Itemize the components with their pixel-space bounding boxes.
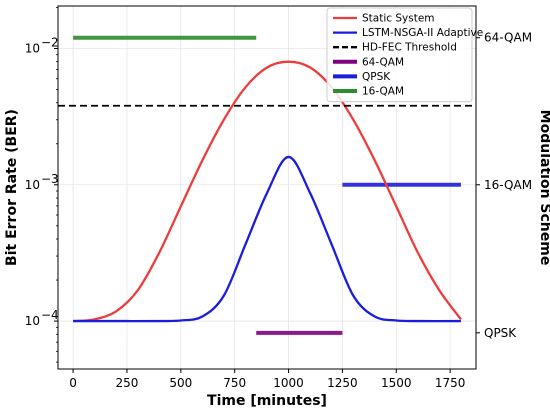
x-tick-label: 500 bbox=[169, 376, 192, 390]
y-tick-label: 10 bbox=[25, 178, 40, 192]
y2-tick-label: QPSK bbox=[484, 326, 517, 340]
x-tick-label: 1000 bbox=[273, 376, 304, 390]
y-tick-exponent: −2 bbox=[41, 35, 59, 49]
plot-frame bbox=[57, 5, 477, 370]
x-tick-label: 250 bbox=[115, 376, 138, 390]
legend-label: LSTM-NSGA-II Adaptive bbox=[362, 27, 483, 39]
x-tick-label: 1750 bbox=[435, 376, 466, 390]
legend-box bbox=[326, 7, 473, 103]
y-axis-ber: 10−410−310−2 bbox=[25, 7, 59, 363]
y-tick-label: 10 bbox=[25, 41, 40, 55]
x-tick-label: 1250 bbox=[327, 376, 358, 390]
legend-label: 64-QAM bbox=[362, 56, 404, 68]
legend-label: 16-QAM bbox=[362, 86, 404, 98]
y-tick-exponent: −4 bbox=[41, 308, 59, 322]
y2-tick-label: 64-QAM bbox=[484, 31, 532, 45]
y2-tick-label: 16-QAM bbox=[484, 178, 532, 192]
x-axis-label: Time [minutes] bbox=[207, 393, 327, 409]
y-axis-modulation: QPSK 16-QAM 64-QAM bbox=[476, 31, 532, 340]
legend: Static System LSTM-NSGA-II Adaptive HD-FEC… bbox=[326, 7, 483, 103]
y-tick-label: 10 bbox=[25, 314, 40, 328]
data-layer bbox=[58, 35, 476, 335]
legend-label: Static System bbox=[362, 13, 435, 25]
legend-label: QPSK bbox=[362, 71, 391, 83]
series-line-lstm-nsga-ii-adaptive bbox=[73, 155, 461, 323]
legend-label: HD-FEC Threshold bbox=[362, 42, 457, 54]
y2-axis-label: Modulation Scheme bbox=[537, 110, 550, 266]
series-line-static-system bbox=[72, 60, 462, 323]
x-axis: 0 250 500 750 1000 1250 1500 1750 bbox=[69, 369, 465, 390]
y-axis-label: Bit Error Rate (BER) bbox=[4, 109, 20, 266]
y-tick-exponent: −3 bbox=[41, 172, 59, 186]
x-tick-label: 750 bbox=[223, 376, 246, 390]
x-tick-label: 1500 bbox=[381, 376, 412, 390]
x-tick-label: 0 bbox=[69, 376, 77, 390]
